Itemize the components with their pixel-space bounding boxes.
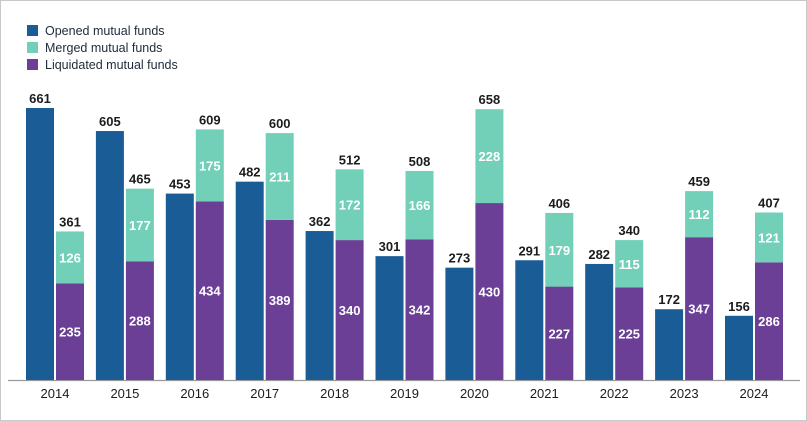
x-tick-label-2023: 2023 [670, 386, 699, 401]
bar-opened-2021 [515, 260, 544, 380]
bar-opened-2017 [235, 181, 264, 380]
label-opened-2022: 282 [588, 247, 610, 262]
label-liquidated-2017: 389 [269, 293, 291, 308]
bar-merged-2017 [265, 133, 294, 220]
bar-liquidated-2022 [615, 287, 644, 380]
label-liquidated-2015: 288 [129, 314, 151, 329]
label-opened-2017: 482 [239, 165, 261, 180]
x-tick-label-2017: 2017 [250, 386, 279, 401]
bar-merged-2021 [545, 212, 574, 287]
label-closed-total-2020: 658 [479, 92, 501, 107]
bar-liquidated-2019 [405, 239, 434, 380]
label-closed-total-2019: 508 [409, 154, 431, 169]
bar-liquidated-2020 [475, 203, 504, 380]
label-closed-total-2014: 361 [59, 214, 81, 229]
bar-liquidated-2017 [265, 219, 294, 380]
label-merged-2020: 228 [479, 149, 501, 164]
bar-liquidated-2023 [685, 237, 714, 380]
bar-opened-2016 [165, 193, 194, 380]
bar-merged-2015 [125, 188, 154, 262]
legend: Opened mutual funds Merged mutual funds … [27, 22, 178, 73]
legend-swatch-opened [27, 25, 38, 36]
label-merged-2016: 175 [199, 158, 221, 173]
label-liquidated-2023: 347 [688, 302, 710, 317]
x-tick-label-2014: 2014 [41, 386, 70, 401]
label-merged-2017: 211 [269, 170, 290, 185]
bar-merged-2014 [56, 231, 84, 284]
label-liquidated-2014: 235 [59, 325, 81, 340]
label-merged-2019: 166 [409, 198, 431, 213]
label-closed-total-2024: 407 [758, 196, 780, 211]
x-tick-label-2016: 2016 [180, 386, 209, 401]
label-liquidated-2016: 434 [199, 284, 221, 299]
label-opened-2015: 605 [99, 114, 121, 129]
bar-merged-2016 [195, 129, 224, 202]
bar-liquidated-2014 [56, 283, 84, 380]
x-tick-label-2024: 2024 [740, 386, 769, 401]
legend-swatch-merged [27, 42, 38, 53]
label-opened-2023: 172 [658, 292, 680, 307]
label-opened-2021: 291 [518, 243, 540, 258]
label-liquidated-2021: 227 [548, 326, 570, 341]
label-merged-2023: 112 [689, 207, 710, 222]
bar-merged-2023 [685, 191, 714, 238]
label-merged-2024: 121 [758, 230, 780, 245]
label-liquidated-2024: 286 [758, 314, 780, 329]
label-liquidated-2022: 225 [618, 327, 640, 342]
bar-liquidated-2018 [335, 240, 364, 380]
x-tick-label-2020: 2020 [460, 386, 489, 401]
label-closed-total-2023: 459 [688, 174, 710, 189]
bar-merged-2020 [475, 109, 504, 204]
bar-opened-2024 [725, 315, 753, 380]
label-liquidated-2019: 342 [409, 303, 431, 318]
label-merged-2018: 172 [339, 198, 361, 213]
legend-item-merged: Merged mutual funds [27, 39, 178, 56]
bar-merged-2019 [405, 170, 434, 240]
legend-item-liquidated: Liquidated mutual funds [27, 56, 178, 73]
label-closed-total-2017: 600 [269, 116, 291, 131]
x-tick-label-2015: 2015 [110, 386, 139, 401]
legend-label-liquidated: Liquidated mutual funds [45, 57, 178, 72]
label-closed-total-2015: 465 [129, 172, 151, 187]
label-liquidated-2018: 340 [339, 303, 361, 318]
bar-opened-2015 [95, 131, 124, 380]
label-merged-2014: 126 [59, 250, 81, 265]
x-tick-label-2021: 2021 [530, 386, 559, 401]
label-closed-total-2016: 609 [199, 112, 221, 127]
label-opened-2016: 453 [169, 177, 191, 192]
bar-liquidated-2015 [125, 261, 154, 380]
label-closed-total-2018: 512 [339, 152, 361, 167]
bar-opened-2019 [375, 256, 404, 380]
bar-merged-2024 [755, 212, 783, 263]
bar-liquidated-2016 [195, 201, 224, 380]
label-opened-2019: 301 [379, 239, 401, 254]
label-opened-2024: 156 [728, 299, 750, 314]
bar-liquidated-2021 [545, 286, 574, 380]
legend-item-opened: Opened mutual funds [27, 22, 178, 39]
bar-liquidated-2024 [755, 262, 783, 380]
bar-opened-2023 [655, 309, 684, 380]
label-opened-2018: 362 [309, 214, 331, 229]
label-merged-2022: 115 [619, 257, 640, 272]
label-liquidated-2020: 430 [479, 285, 501, 300]
label-merged-2015: 177 [129, 218, 151, 233]
bar-opened-2022 [585, 263, 614, 380]
x-tick-label-2022: 2022 [600, 386, 629, 401]
x-tick-label-2018: 2018 [320, 386, 349, 401]
bar-opened-2020 [445, 267, 474, 380]
label-opened-2020: 273 [449, 251, 471, 266]
bar-merged-2022 [615, 240, 644, 288]
bar-opened-2014 [26, 107, 54, 380]
legend-label-merged: Merged mutual funds [45, 40, 163, 55]
legend-label-opened: Opened mutual funds [45, 23, 165, 38]
bar-merged-2018 [335, 169, 364, 241]
legend-swatch-liquidated [27, 59, 38, 70]
label-closed-total-2022: 340 [618, 223, 640, 238]
bar-opened-2018 [305, 231, 334, 380]
label-closed-total-2021: 406 [548, 196, 570, 211]
x-tick-label-2019: 2019 [390, 386, 419, 401]
label-opened-2014: 661 [29, 91, 51, 106]
label-merged-2021: 179 [548, 243, 570, 258]
